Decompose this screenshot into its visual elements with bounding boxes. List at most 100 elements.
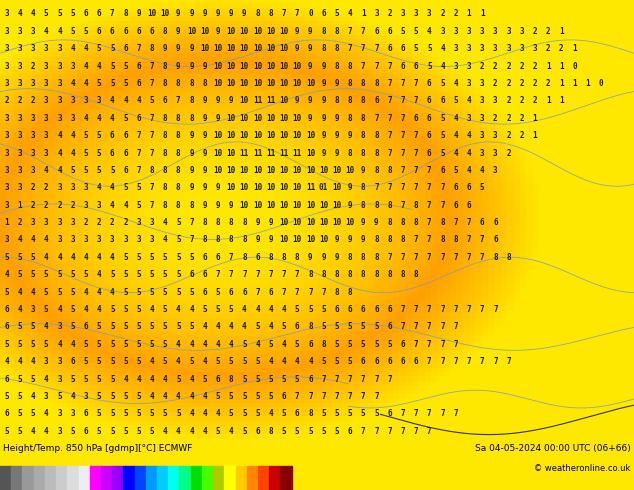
- Text: 5: 5: [123, 183, 128, 192]
- Text: 10: 10: [266, 27, 275, 36]
- Text: 7: 7: [493, 305, 498, 314]
- Text: 5: 5: [18, 253, 22, 262]
- Text: 5: 5: [427, 44, 432, 53]
- Text: 3: 3: [18, 148, 22, 157]
- Text: 8: 8: [414, 218, 418, 227]
- Text: 3: 3: [4, 27, 9, 36]
- Bar: [213, 466, 224, 490]
- Text: 9: 9: [202, 114, 207, 123]
- Text: 4: 4: [84, 44, 88, 53]
- Text: 7: 7: [401, 427, 405, 436]
- Text: 5: 5: [110, 392, 115, 401]
- Text: 10: 10: [213, 166, 223, 175]
- Text: 5: 5: [335, 340, 339, 349]
- Text: 7: 7: [321, 392, 326, 401]
- Text: 7: 7: [401, 79, 405, 88]
- Text: 8: 8: [493, 253, 498, 262]
- Text: 5: 5: [70, 322, 75, 331]
- Text: 7: 7: [453, 322, 458, 331]
- Text: 4: 4: [440, 44, 445, 53]
- Text: 3: 3: [18, 44, 22, 53]
- Text: 3: 3: [4, 236, 9, 245]
- Text: 5: 5: [176, 375, 181, 384]
- Text: 9: 9: [335, 148, 339, 157]
- Text: 4: 4: [480, 166, 484, 175]
- Text: 7: 7: [387, 375, 392, 384]
- Text: 10: 10: [280, 97, 288, 105]
- Text: 8: 8: [268, 427, 273, 436]
- Text: 4: 4: [110, 183, 115, 192]
- Text: 10: 10: [240, 79, 249, 88]
- Text: 5: 5: [136, 409, 141, 418]
- Text: 7: 7: [414, 97, 418, 105]
- Text: 5: 5: [123, 305, 128, 314]
- Bar: [0, 466, 11, 490]
- Text: 7: 7: [401, 201, 405, 210]
- Text: 3: 3: [493, 97, 498, 105]
- Text: 7: 7: [189, 218, 194, 227]
- Text: 5: 5: [123, 114, 128, 123]
- Text: 5: 5: [136, 322, 141, 331]
- Text: 8: 8: [374, 166, 378, 175]
- Text: 1: 1: [559, 79, 564, 88]
- Text: 6: 6: [229, 288, 233, 296]
- Bar: [224, 466, 236, 490]
- Text: 10: 10: [187, 27, 196, 36]
- Text: 4: 4: [18, 288, 22, 296]
- Text: 10: 10: [240, 131, 249, 140]
- Text: 10: 10: [292, 114, 302, 123]
- Text: 7: 7: [414, 236, 418, 245]
- Text: 7: 7: [136, 44, 141, 53]
- Text: 3: 3: [467, 44, 471, 53]
- Text: 5: 5: [123, 62, 128, 71]
- Text: 9: 9: [335, 131, 339, 140]
- Text: 6: 6: [480, 218, 484, 227]
- Text: 8: 8: [347, 270, 353, 279]
- Text: 2: 2: [533, 27, 537, 36]
- Text: 9: 9: [347, 236, 353, 245]
- Text: 3: 3: [467, 62, 471, 71]
- Text: 6: 6: [467, 201, 471, 210]
- Text: 6: 6: [440, 97, 445, 105]
- Text: 9: 9: [176, 62, 181, 71]
- Text: 5: 5: [57, 288, 61, 296]
- Text: 10: 10: [200, 27, 209, 36]
- Text: 9: 9: [335, 253, 339, 262]
- Text: 5: 5: [110, 305, 115, 314]
- Text: 4: 4: [84, 305, 88, 314]
- Text: 5: 5: [136, 392, 141, 401]
- Text: 4: 4: [229, 427, 233, 436]
- Text: 5: 5: [97, 340, 101, 349]
- Text: 3: 3: [30, 218, 36, 227]
- Text: 4: 4: [467, 131, 471, 140]
- Text: 5: 5: [123, 253, 128, 262]
- Text: 10: 10: [213, 79, 223, 88]
- Text: 5: 5: [440, 114, 445, 123]
- Text: 10: 10: [306, 166, 315, 175]
- Text: 9: 9: [176, 27, 181, 36]
- Text: 7: 7: [256, 288, 260, 296]
- Text: 2: 2: [506, 79, 511, 88]
- Text: 8: 8: [361, 253, 366, 262]
- Text: 0: 0: [308, 9, 313, 19]
- Text: 8: 8: [374, 148, 378, 157]
- Text: 8: 8: [189, 79, 194, 88]
- Text: 5: 5: [150, 97, 154, 105]
- Text: 4: 4: [70, 131, 75, 140]
- Text: 10: 10: [240, 27, 249, 36]
- Text: 4: 4: [110, 114, 115, 123]
- Text: 7: 7: [256, 270, 260, 279]
- Text: 2: 2: [493, 114, 498, 123]
- Text: 10: 10: [266, 114, 275, 123]
- Text: 4: 4: [440, 62, 445, 71]
- Text: 10: 10: [226, 79, 236, 88]
- Text: 5: 5: [44, 288, 49, 296]
- Text: 3: 3: [44, 97, 49, 105]
- Text: 6: 6: [268, 288, 273, 296]
- Text: 10: 10: [332, 166, 342, 175]
- Text: 4: 4: [242, 305, 247, 314]
- Text: 4: 4: [57, 305, 61, 314]
- Text: 9: 9: [202, 183, 207, 192]
- Text: 9: 9: [268, 236, 273, 245]
- Text: 5: 5: [97, 427, 101, 436]
